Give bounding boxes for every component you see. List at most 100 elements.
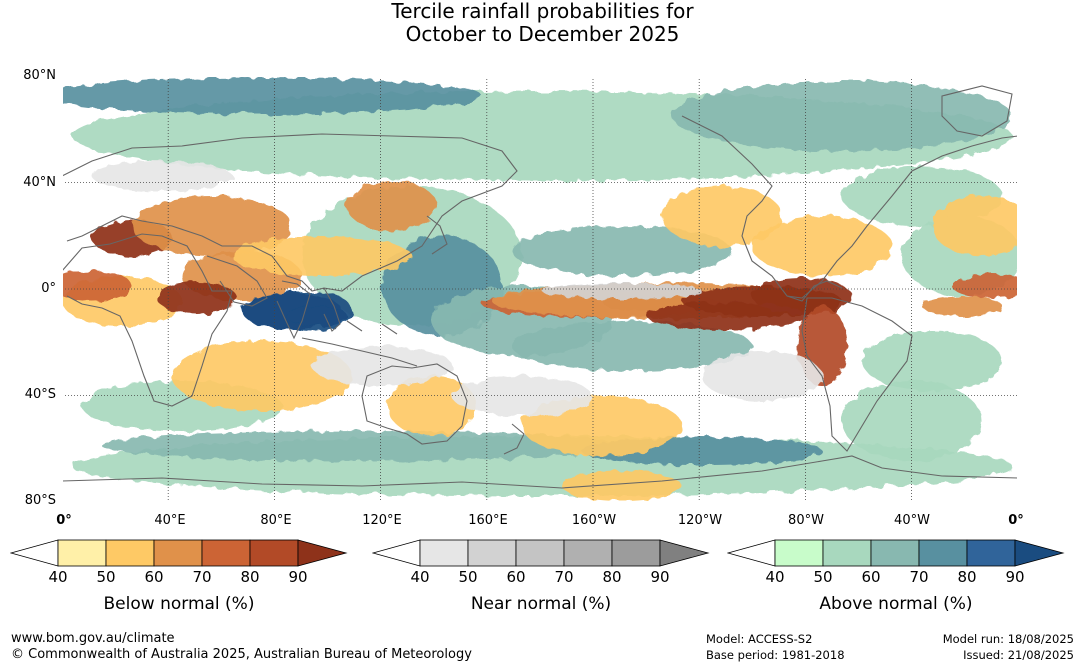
shaded-region-above	[512, 226, 732, 276]
shaded-region-above	[102, 431, 622, 461]
coast-eurasia	[62, 133, 518, 292]
base-period: Base period: 1981-2018	[706, 648, 845, 662]
colorbar-tick-label: 90	[288, 568, 308, 586]
shaded-region-below	[157, 282, 237, 314]
colorbar-swatch	[611, 539, 661, 567]
coast-north-america	[681, 115, 1018, 299]
shaded-region-below	[62, 271, 132, 301]
footer-model-info: Model: ACCESS-S2 Base period: 1981-2018	[706, 631, 845, 663]
lon-label-120w: 120°W	[677, 513, 723, 528]
colorbar-extend-left	[372, 539, 421, 567]
colorbar-near-normal: 40 50 60 70 80 90 Near normal (%)	[372, 538, 712, 614]
shaded-region-below	[752, 216, 892, 276]
lat-label-40n: 40°N	[23, 175, 56, 190]
lon-label-40w: 40°W	[894, 513, 930, 528]
colorbar-tick-label: 60	[861, 568, 881, 586]
colorbar-swatch	[467, 539, 517, 567]
colorbar-swatch	[105, 539, 155, 567]
coast-se-asia	[323, 287, 341, 332]
shaded-region-below	[172, 341, 352, 411]
issued-date: Issued: 21/08/2025	[963, 648, 1074, 662]
copyright-text: © Commonwealth of Australia 2025, Austra…	[11, 647, 472, 662]
coast-india	[276, 280, 311, 340]
shaded-region-below	[752, 278, 852, 314]
shaded-region-above	[62, 78, 482, 114]
shaded-region-near	[542, 283, 702, 299]
colorbar-below-swatches	[10, 539, 348, 567]
coast-south-america	[801, 297, 913, 452]
footer-dates: Model run: 18/08/2025 Issued: 21/08/2025	[943, 631, 1074, 663]
lat-label-40s: 40°S	[24, 387, 56, 402]
shaded-region-below	[347, 181, 437, 231]
colorbar-tick-label: 90	[650, 568, 670, 586]
shaded-region-above	[287, 306, 347, 326]
model-name: Model: ACCESS-S2	[706, 632, 813, 646]
shaded-region-above	[842, 381, 982, 461]
lon-label-160w: 160°W	[571, 513, 617, 528]
shaded-region-near	[312, 346, 452, 386]
colorbar-swatch	[822, 539, 872, 567]
colorbar-swatch	[918, 539, 968, 567]
colorbar-tick-label: 70	[554, 568, 574, 586]
lon-label-120e: 120°E	[362, 513, 402, 528]
colorbar-tick-label: 50	[96, 568, 116, 586]
colorbar-swatch	[563, 539, 613, 567]
shaded-region-below	[562, 471, 682, 501]
footer-left: www.bom.gov.au/climate © Commonwealth of…	[11, 631, 472, 663]
colorbar-below-caption: Below normal (%)	[103, 594, 255, 614]
lat-label-equator: 0°	[41, 281, 56, 296]
title-line-2: October to December 2025	[405, 22, 680, 46]
coastlines	[62, 85, 1018, 489]
colorbar-tick-label: 60	[506, 568, 526, 586]
colorbar-extend-left	[10, 539, 59, 567]
lon-label-80w: 80°W	[788, 513, 824, 528]
lon-label-80e: 80°E	[260, 513, 292, 528]
shaded-region-below	[132, 196, 292, 256]
shaded-region-below	[232, 236, 412, 276]
colorbar-swatch	[249, 539, 299, 567]
title-line-1: Tercile rainfall probabilities for	[391, 0, 694, 23]
coast-antarctica	[62, 455, 1018, 489]
colorbar-extend-right	[297, 539, 348, 567]
colorbar-tick-label: 90	[1005, 568, 1025, 586]
shaded-region-below	[662, 186, 782, 246]
coast-australia	[361, 363, 468, 445]
colorbar-near-caption: Near normal (%)	[470, 594, 612, 614]
coast-africa	[62, 233, 233, 407]
colorbar-tick-label: 40	[765, 568, 785, 586]
colorbar-swatch	[515, 539, 565, 567]
colorbar-tick-label: 40	[48, 568, 68, 586]
shaded-region-below	[952, 274, 1018, 298]
colorbar-tick-label: 50	[458, 568, 478, 586]
map-frame	[62, 76, 1018, 502]
shaded-region-near	[702, 351, 822, 401]
colorbar-tick-label: 80	[957, 568, 977, 586]
lat-label-80n: 80°N	[23, 68, 56, 83]
shaded-region-below	[932, 196, 1018, 256]
colorbar-tick-label: 80	[240, 568, 260, 586]
lat-label-80s: 80°S	[24, 493, 56, 508]
shaded-region-above	[512, 321, 752, 371]
shaded-region-near	[452, 376, 592, 416]
probability-map	[62, 76, 1018, 502]
lon-label-0-right: 0°	[1008, 513, 1024, 528]
colorbar-above-caption: Above normal (%)	[819, 594, 973, 614]
colorbar-swatch	[870, 539, 920, 567]
colorbar-tick-label: 50	[813, 568, 833, 586]
colorbar-tick-label: 70	[192, 568, 212, 586]
shaded-region-below	[647, 302, 807, 330]
shaded-region-near	[92, 161, 232, 191]
colorbar-swatch	[57, 539, 107, 567]
coast-japan	[426, 215, 448, 255]
colorbar-swatch	[419, 539, 469, 567]
coast-greenland	[941, 85, 1013, 137]
colorbar-extend-right	[1014, 539, 1065, 567]
lon-label-160e: 160°E	[468, 513, 508, 528]
model-run-date: Model run: 18/08/2025	[942, 632, 1074, 646]
probability-fields	[62, 78, 1018, 501]
website-link[interactable]: www.bom.gov.au/climate	[11, 631, 175, 646]
shaded-region-below	[922, 296, 1002, 316]
colorbar-above-normal: 40 50 60 70 80 90 Above normal (%)	[727, 538, 1067, 614]
lon-label-40e: 40°E	[154, 513, 186, 528]
colorbar-extend-right	[659, 539, 710, 567]
